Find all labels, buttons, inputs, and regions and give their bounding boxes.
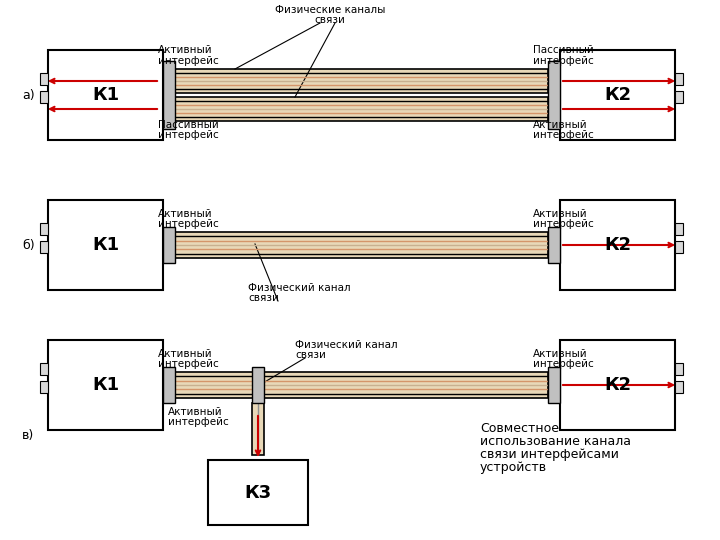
Bar	[675, 241, 683, 253]
Bar	[675, 363, 683, 375]
Bar	[175, 372, 548, 398]
Bar	[175, 69, 548, 93]
Bar	[175, 97, 548, 121]
Bar	[48, 50, 163, 140]
Text: Активный: Активный	[158, 45, 212, 55]
Bar	[675, 91, 683, 103]
Bar	[40, 381, 48, 393]
Text: интерфейс: интерфейс	[533, 130, 594, 140]
Bar	[252, 403, 264, 455]
Bar	[163, 367, 175, 403]
Text: связи: связи	[248, 293, 279, 303]
Bar	[40, 73, 48, 85]
Bar	[208, 460, 308, 525]
Bar	[40, 363, 48, 375]
Text: связи: связи	[295, 350, 326, 360]
Bar	[560, 200, 675, 290]
Text: интерфейс: интерфейс	[168, 417, 229, 427]
Text: Активный: Активный	[158, 349, 212, 359]
Bar	[675, 73, 683, 85]
Text: связи интерфейсами: связи интерфейсами	[480, 448, 619, 461]
Text: интерфейс: интерфейс	[533, 359, 594, 369]
Text: а): а)	[22, 89, 35, 102]
Text: Активный: Активный	[158, 209, 212, 219]
Text: устройств: устройств	[480, 461, 547, 474]
Bar	[548, 61, 560, 129]
Text: Физические каналы: Физические каналы	[275, 5, 385, 15]
Text: Пассивный: Пассивный	[533, 45, 594, 55]
Text: в): в)	[22, 429, 35, 442]
Text: интерфейс: интерфейс	[158, 56, 219, 66]
Text: Активный: Активный	[533, 209, 588, 219]
Bar	[40, 91, 48, 103]
Bar	[163, 227, 175, 263]
Bar	[675, 381, 683, 393]
Text: Активный: Активный	[168, 407, 222, 417]
Bar	[560, 340, 675, 430]
Text: интерфейс: интерфейс	[158, 359, 219, 369]
Text: использование канала: использование канала	[480, 435, 631, 448]
Text: интерфейс: интерфейс	[533, 56, 594, 66]
Bar	[48, 200, 163, 290]
Text: б): б)	[22, 239, 35, 252]
Bar	[560, 50, 675, 140]
Text: интерфейс: интерфейс	[158, 219, 219, 229]
Text: К3: К3	[244, 483, 271, 502]
Bar	[548, 367, 560, 403]
Text: Пассивный: Пассивный	[158, 120, 219, 130]
Bar	[40, 223, 48, 235]
Text: связи: связи	[315, 15, 346, 25]
Text: Совместное: Совместное	[480, 422, 559, 435]
Bar	[252, 367, 264, 403]
Text: Физический канал: Физический канал	[248, 283, 351, 293]
Bar	[163, 61, 175, 129]
Text: К2: К2	[604, 86, 631, 104]
Text: К2: К2	[604, 376, 631, 394]
Bar	[548, 227, 560, 263]
Text: К1: К1	[92, 86, 119, 104]
Bar	[40, 241, 48, 253]
Text: Активный: Активный	[533, 349, 588, 359]
Text: интерфейс: интерфейс	[158, 130, 219, 140]
Text: Активный: Активный	[533, 120, 588, 130]
Bar	[48, 340, 163, 430]
Text: К1: К1	[92, 236, 119, 254]
Text: К2: К2	[604, 236, 631, 254]
Text: интерфейс: интерфейс	[533, 219, 594, 229]
Bar	[175, 232, 548, 258]
Text: К1: К1	[92, 376, 119, 394]
Text: Физический канал: Физический канал	[295, 340, 397, 350]
Bar	[675, 223, 683, 235]
